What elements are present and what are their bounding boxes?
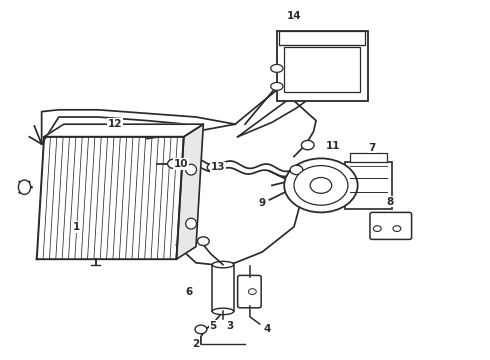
Bar <box>284 47 360 92</box>
Circle shape <box>373 226 381 231</box>
Ellipse shape <box>270 82 283 90</box>
Circle shape <box>168 159 180 168</box>
Bar <box>279 31 365 45</box>
Circle shape <box>310 177 332 193</box>
Text: 1: 1 <box>73 222 79 232</box>
Bar <box>350 153 387 162</box>
Text: 5: 5 <box>210 321 217 331</box>
Polygon shape <box>44 124 203 137</box>
Ellipse shape <box>186 164 196 175</box>
Ellipse shape <box>270 64 283 72</box>
Circle shape <box>284 158 358 212</box>
Circle shape <box>248 289 256 294</box>
Circle shape <box>294 166 348 205</box>
Circle shape <box>195 325 207 334</box>
Text: 8: 8 <box>386 197 393 207</box>
Text: 3: 3 <box>227 321 234 331</box>
Text: 10: 10 <box>174 159 189 169</box>
Text: 11: 11 <box>326 141 341 151</box>
Circle shape <box>290 165 303 175</box>
FancyBboxPatch shape <box>238 275 261 308</box>
Text: 12: 12 <box>108 119 122 129</box>
FancyBboxPatch shape <box>370 212 412 239</box>
Text: 6: 6 <box>185 287 192 297</box>
Text: 7: 7 <box>368 143 376 153</box>
Circle shape <box>197 237 209 246</box>
Circle shape <box>207 163 219 172</box>
Bar <box>345 162 392 209</box>
Ellipse shape <box>19 180 30 194</box>
Text: 14: 14 <box>287 11 301 21</box>
Text: 4: 4 <box>263 324 271 334</box>
Circle shape <box>301 140 314 150</box>
Text: 13: 13 <box>211 162 225 172</box>
Text: 9: 9 <box>259 198 266 208</box>
Text: 2: 2 <box>193 339 199 349</box>
Circle shape <box>393 226 401 231</box>
Ellipse shape <box>186 218 196 229</box>
Ellipse shape <box>212 308 234 315</box>
Ellipse shape <box>212 261 234 268</box>
Bar <box>212 265 234 311</box>
Polygon shape <box>176 124 203 259</box>
Bar <box>277 31 368 101</box>
